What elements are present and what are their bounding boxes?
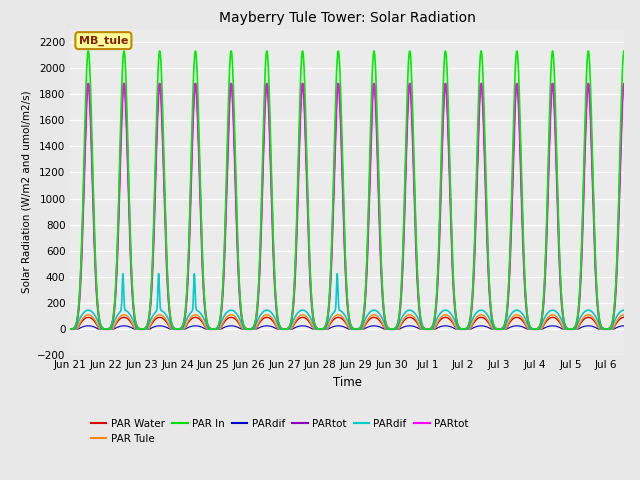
Title: Mayberry Tule Tower: Solar Radiation: Mayberry Tule Tower: Solar Radiation: [219, 11, 476, 25]
Legend: PAR Water, PAR Tule, PAR In, PARdif, PARtot, PARdif, PARtot: PAR Water, PAR Tule, PAR In, PARdif, PAR…: [86, 414, 472, 448]
Y-axis label: Solar Radiation (W/m2 and umol/m2/s): Solar Radiation (W/m2 and umol/m2/s): [22, 91, 31, 293]
Text: MB_tule: MB_tule: [79, 36, 128, 46]
X-axis label: Time: Time: [333, 376, 362, 389]
